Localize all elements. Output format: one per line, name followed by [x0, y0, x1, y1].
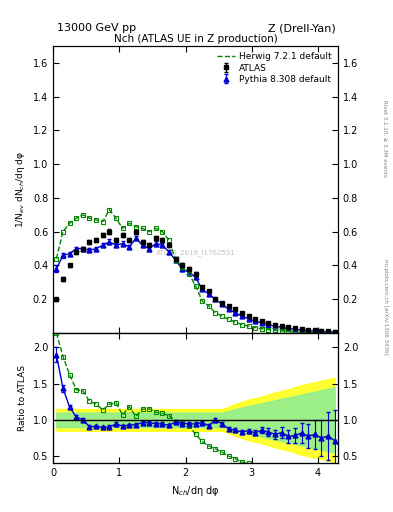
Herwig 7.2.1 default [87, 215, 92, 221]
Herwig 7.2.1 default [127, 220, 132, 226]
Herwig 7.2.1 default [100, 219, 105, 225]
Herwig 7.2.1 default [240, 322, 244, 328]
Herwig 7.2.1 default [94, 217, 99, 223]
Herwig 7.2.1 default [120, 225, 125, 231]
Herwig 7.2.1 default [153, 225, 158, 231]
Herwig 7.2.1 default [233, 319, 238, 325]
Herwig 7.2.1 default [140, 225, 145, 231]
Herwig 7.2.1 default [187, 271, 191, 277]
Herwig 7.2.1 default [193, 283, 198, 289]
Legend: Herwig 7.2.1 default, ATLAS, Pythia 8.308 default: Herwig 7.2.1 default, ATLAS, Pythia 8.30… [216, 51, 334, 86]
Herwig 7.2.1 default [173, 258, 178, 264]
Herwig 7.2.1 default [332, 330, 337, 336]
Herwig 7.2.1 default [67, 220, 72, 226]
Text: Rivet 3.1.10, ≥ 3.3M events: Rivet 3.1.10, ≥ 3.3M events [383, 100, 387, 177]
Text: mcplots.cern.ch [arXiv:1306.3436]: mcplots.cern.ch [arXiv:1306.3436] [383, 260, 387, 355]
Herwig 7.2.1 default [180, 264, 185, 270]
Herwig 7.2.1 default [292, 329, 297, 335]
Herwig 7.2.1 default [266, 327, 271, 333]
Herwig 7.2.1 default [74, 215, 79, 221]
Text: 13000 GeV pp: 13000 GeV pp [57, 23, 136, 33]
Herwig 7.2.1 default [273, 327, 277, 333]
Text: ATLAS_2019_I1762531: ATLAS_2019_I1762531 [156, 249, 235, 256]
Herwig 7.2.1 default [167, 237, 171, 243]
Herwig 7.2.1 default [259, 326, 264, 332]
Line: Herwig 7.2.1 default: Herwig 7.2.1 default [56, 210, 335, 333]
X-axis label: N$_{ch}$/dη dφ: N$_{ch}$/dη dφ [171, 484, 220, 498]
Herwig 7.2.1 default [253, 325, 257, 331]
Title: Nch (ATLAS UE in Z production): Nch (ATLAS UE in Z production) [114, 34, 277, 44]
Herwig 7.2.1 default [61, 229, 65, 235]
Herwig 7.2.1 default [213, 310, 218, 316]
Herwig 7.2.1 default [246, 323, 251, 329]
Herwig 7.2.1 default [114, 215, 118, 221]
Herwig 7.2.1 default [147, 229, 151, 235]
Herwig 7.2.1 default [107, 207, 112, 213]
Herwig 7.2.1 default [286, 328, 291, 334]
Herwig 7.2.1 default [134, 224, 138, 230]
Herwig 7.2.1 default [306, 329, 310, 335]
Herwig 7.2.1 default [226, 316, 231, 323]
Herwig 7.2.1 default [160, 229, 165, 235]
Text: Z (Drell-Yan): Z (Drell-Yan) [268, 23, 336, 33]
Herwig 7.2.1 default [279, 328, 284, 334]
Herwig 7.2.1 default [54, 255, 59, 262]
Herwig 7.2.1 default [220, 313, 224, 319]
Herwig 7.2.1 default [319, 330, 324, 336]
Herwig 7.2.1 default [81, 212, 85, 218]
Herwig 7.2.1 default [299, 329, 304, 335]
Y-axis label: Ratio to ATLAS: Ratio to ATLAS [18, 365, 27, 431]
Herwig 7.2.1 default [326, 330, 331, 336]
Y-axis label: 1/N$_{ev}$ dN$_{ch}$/dη dφ: 1/N$_{ev}$ dN$_{ch}$/dη dφ [14, 151, 27, 228]
Herwig 7.2.1 default [206, 303, 211, 309]
Herwig 7.2.1 default [200, 298, 204, 304]
Herwig 7.2.1 default [312, 329, 317, 335]
